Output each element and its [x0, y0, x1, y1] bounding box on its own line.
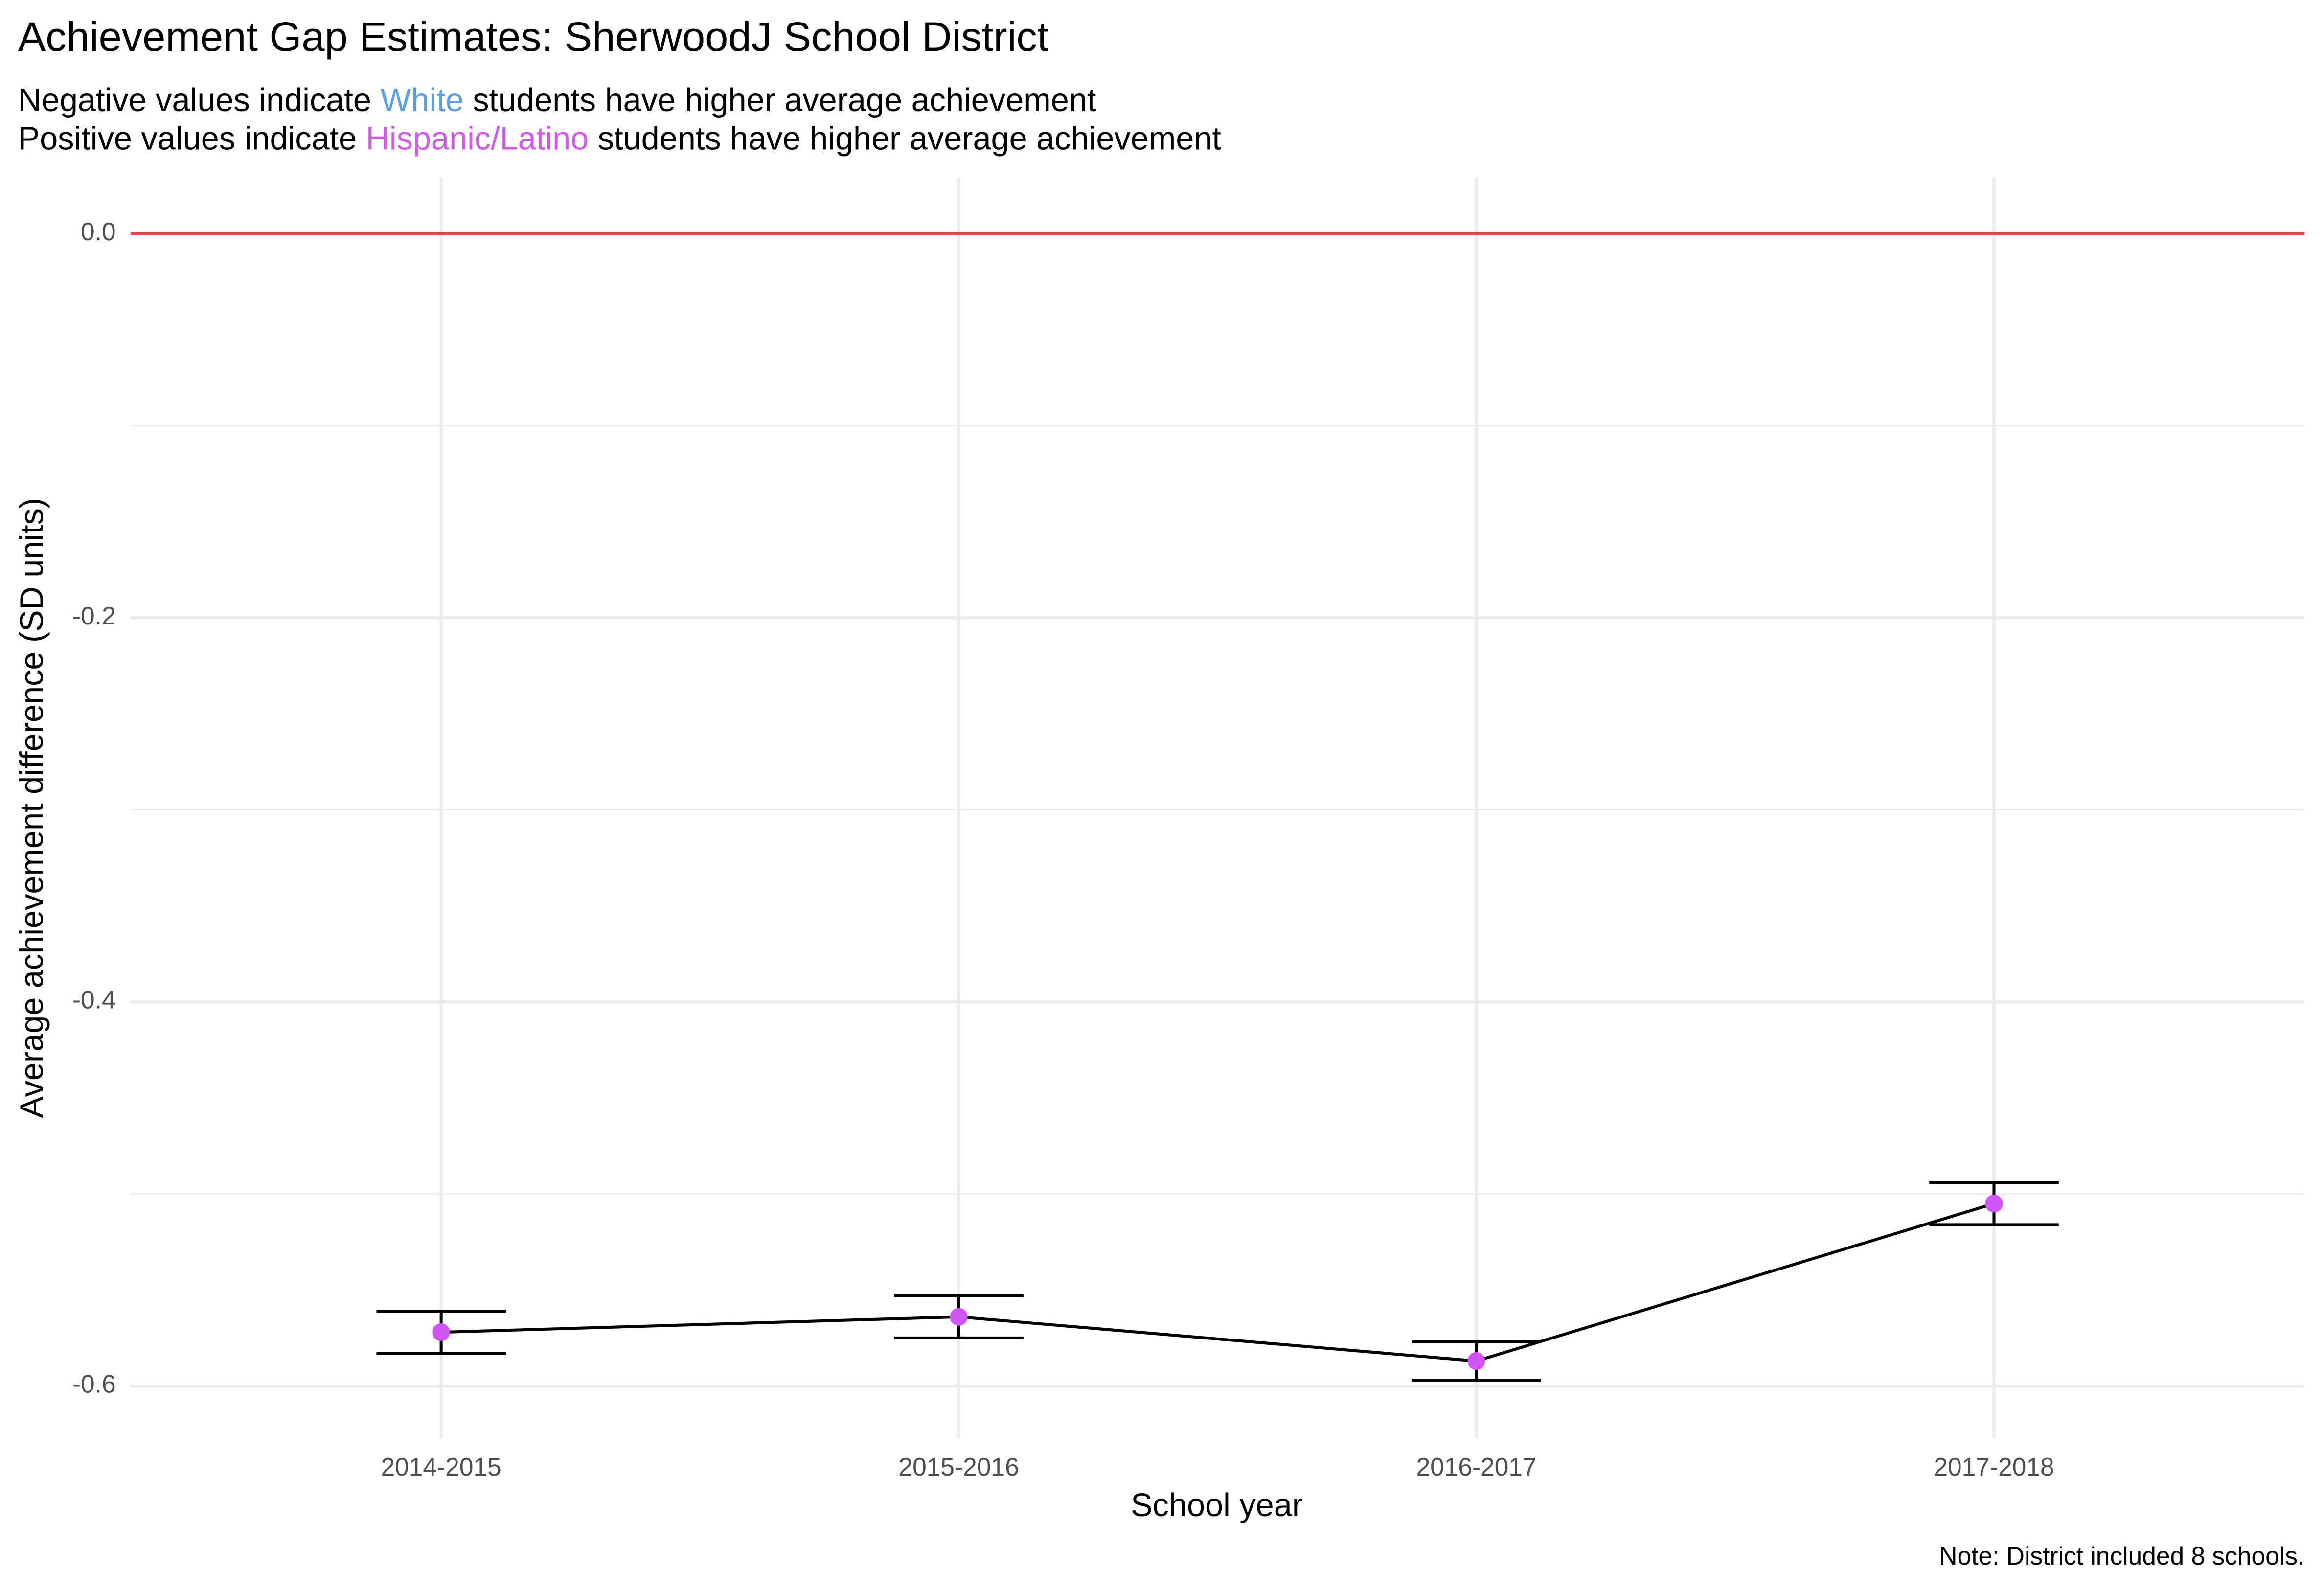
x-tick-label: 2014-2015 — [381, 1453, 501, 1481]
x-tick-label: 2016-2017 — [1416, 1453, 1536, 1481]
y-tick-label: -0.6 — [72, 1370, 116, 1398]
y-axis-title: Average achievement difference (SD units… — [14, 498, 50, 1118]
subtitle-part: Hispanic/Latino — [366, 120, 589, 157]
x-axis-title: School year — [1131, 1487, 1303, 1524]
point — [1985, 1195, 2003, 1213]
point — [950, 1308, 968, 1326]
subtitle: Positive values indicate Hispanic/Latino… — [18, 120, 1222, 157]
subtitle-part: White — [380, 82, 463, 118]
y-tick-label: -0.4 — [72, 986, 116, 1014]
x-tick-label: 2015-2016 — [898, 1453, 1019, 1481]
subtitle-part: Negative values indicate — [18, 82, 381, 118]
y-tick-label: -0.2 — [72, 601, 116, 630]
caption: Note: District included 8 schools. — [1939, 1542, 2304, 1570]
chart-title: Achievement Gap Estimates: SherwoodJ Sch… — [18, 13, 1049, 60]
x-tick-label: 2017-2018 — [1934, 1453, 2054, 1481]
point — [432, 1323, 450, 1341]
line — [441, 1202, 1995, 1363]
point — [1467, 1352, 1485, 1370]
y-tick-label: 0.0 — [81, 217, 116, 246]
subtitle: Negative values indicate White students … — [18, 82, 1096, 118]
subtitle-part: students have higher average achievement — [464, 82, 1096, 118]
subtitle-part: students have higher average achievement — [589, 120, 1221, 157]
subtitle-part: Positive values indicate — [18, 120, 366, 157]
